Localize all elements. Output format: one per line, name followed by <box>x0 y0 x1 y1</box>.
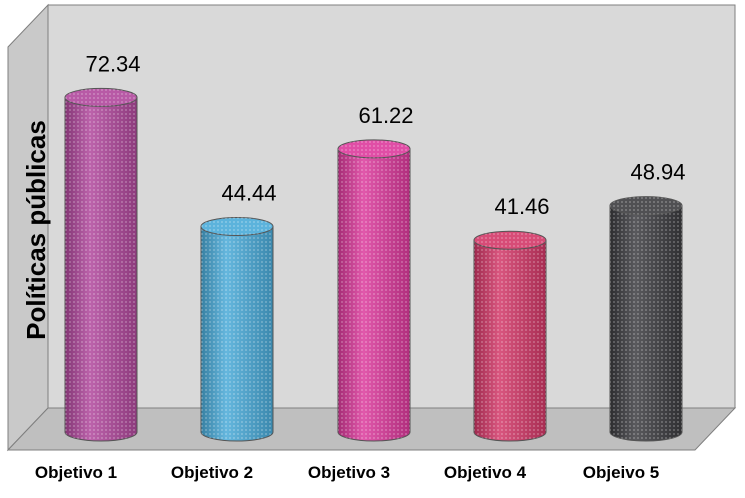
bar-texture <box>474 240 546 441</box>
bar-texture <box>65 97 137 442</box>
bar-texture <box>338 148 410 442</box>
category-labels-group: Objetivo 1 Objetivo 2 Objetivo 3 Objetivo 4… <box>35 463 659 482</box>
value-label-5: 48.94 <box>630 160 685 185</box>
bar-top-texture <box>338 139 410 158</box>
bar-5 <box>609 196 683 442</box>
category-label-2: Objetivo 2 <box>171 463 253 482</box>
bar-1 <box>64 87 138 442</box>
bar-top-texture <box>201 217 273 236</box>
category-label-5: Objeivo 5 <box>583 463 660 482</box>
bar-top-texture <box>610 196 682 215</box>
category-label-4: Objetivo 4 <box>444 463 527 482</box>
bar-2 <box>200 216 274 442</box>
bars-group <box>64 87 683 442</box>
bar-top-texture <box>474 231 546 250</box>
value-label-2: 44.44 <box>221 180 276 205</box>
value-label-3: 61.22 <box>358 103 413 128</box>
value-labels-group: 72.34 44.44 61.22 41.46 48.94 <box>85 51 685 219</box>
value-label-1: 72.34 <box>85 51 140 76</box>
bar-3 <box>337 139 411 442</box>
category-label-3: Objetivo 3 <box>308 463 390 482</box>
bar-top-texture <box>65 88 137 107</box>
y-axis-label: Políticas públicas <box>21 120 51 340</box>
bar-texture <box>610 205 682 441</box>
value-label-4: 41.46 <box>494 194 549 219</box>
category-label-1: Objetivo 1 <box>35 463 117 482</box>
bar-4 <box>473 230 547 442</box>
bar-texture <box>201 226 273 441</box>
